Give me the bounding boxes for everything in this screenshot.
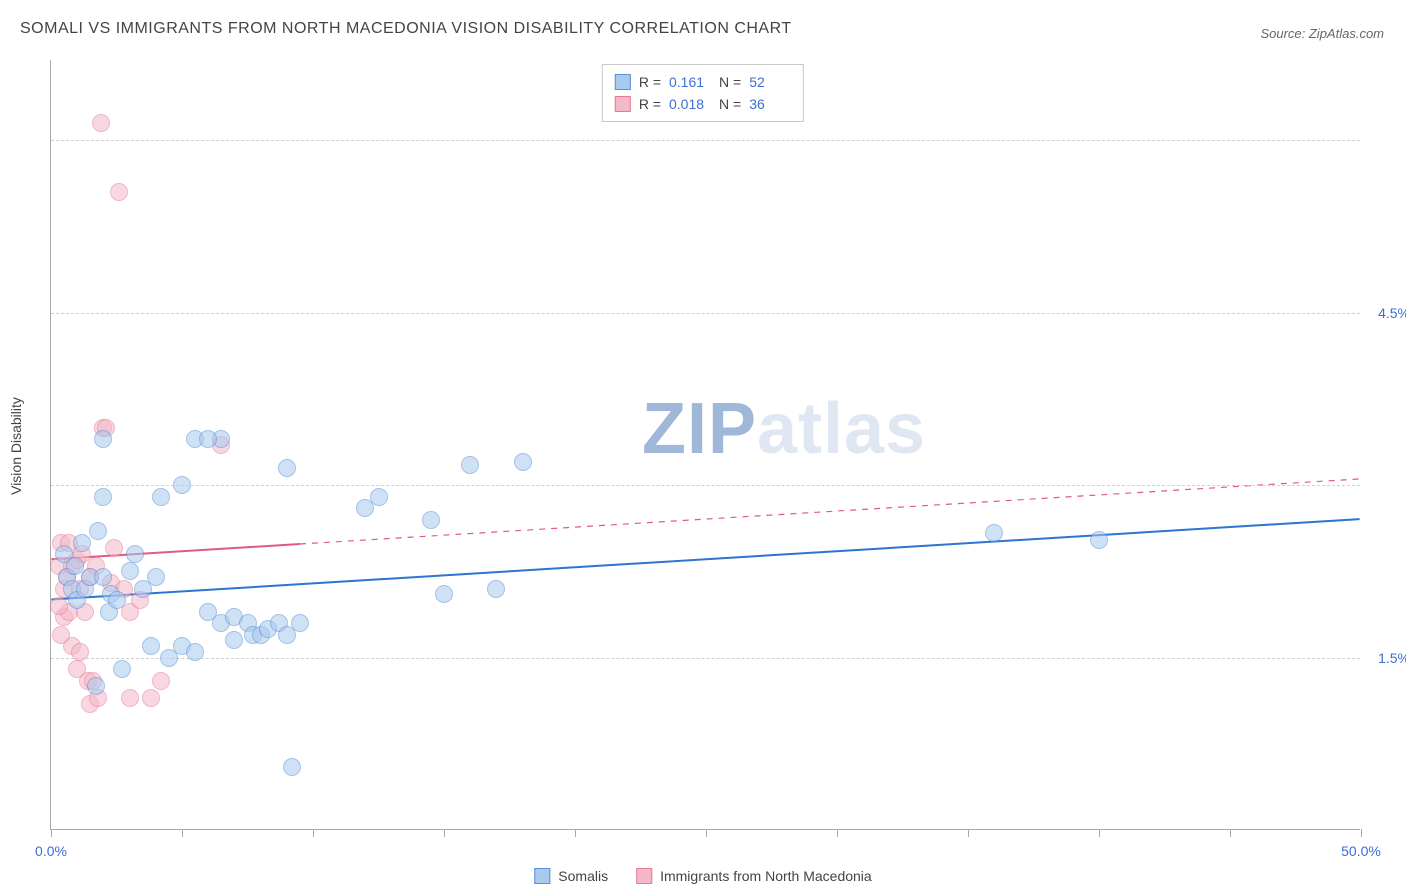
scatter-point	[461, 456, 479, 474]
scatter-point	[94, 430, 112, 448]
y-axis-label: Vision Disability	[8, 397, 24, 495]
xtick	[706, 829, 707, 837]
scatter-point	[94, 568, 112, 586]
xtick	[51, 829, 52, 837]
scatter-point	[186, 643, 204, 661]
scatter-point	[121, 689, 139, 707]
watermark-prefix: ZIP	[642, 389, 757, 469]
scatter-point	[87, 677, 105, 695]
source-label: Source: ZipAtlas.com	[1260, 26, 1384, 41]
scatter-point	[985, 524, 1003, 542]
bottom-legend-item: Somalis	[534, 868, 608, 884]
scatter-point	[370, 488, 388, 506]
scatter-point	[121, 562, 139, 580]
n-value: 52	[749, 71, 791, 93]
scatter-point	[50, 597, 68, 615]
scatter-point	[152, 672, 170, 690]
legend-stats-box: R = 0.161 N = 52 R = 0.018 N = 36	[602, 64, 804, 122]
legend-stat-row: R = 0.018 N = 36	[615, 93, 791, 115]
xtick-label: 0.0%	[35, 843, 67, 859]
scatter-point	[422, 511, 440, 529]
legend-stat-row: R = 0.161 N = 52	[615, 71, 791, 93]
scatter-point	[278, 459, 296, 477]
gridline	[51, 658, 1360, 659]
scatter-point	[225, 631, 243, 649]
n-value: 36	[749, 93, 791, 115]
n-label: N =	[719, 71, 741, 93]
legend-label: Immigrants from North Macedonia	[660, 868, 872, 884]
scatter-point	[435, 585, 453, 603]
scatter-point	[94, 488, 112, 506]
ytick-label: 4.5%	[1366, 305, 1406, 321]
bottom-legend-item: Immigrants from North Macedonia	[636, 868, 872, 884]
r-value: 0.161	[669, 71, 711, 93]
r-label: R =	[639, 93, 661, 115]
scatter-point	[152, 488, 170, 506]
scatter-point	[108, 591, 126, 609]
bottom-legend: Somalis Immigrants from North Macedonia	[534, 868, 871, 884]
scatter-point	[110, 183, 128, 201]
scatter-point	[92, 114, 110, 132]
xtick	[1361, 829, 1362, 837]
scatter-point	[113, 660, 131, 678]
scatter-point	[142, 689, 160, 707]
trend-layer	[51, 60, 1360, 829]
scatter-point	[73, 534, 91, 552]
gridline	[51, 313, 1360, 314]
scatter-point	[89, 522, 107, 540]
scatter-point	[291, 614, 309, 632]
legend-swatch	[615, 74, 631, 90]
legend-swatch	[636, 868, 652, 884]
scatter-point	[105, 539, 123, 557]
watermark-suffix: atlas	[757, 389, 926, 469]
plot-area: ZIPatlas 1.5%4.5%0.0%50.0%	[50, 60, 1360, 830]
scatter-point	[66, 557, 84, 575]
xtick	[313, 829, 314, 837]
legend-swatch	[615, 96, 631, 112]
gridline	[51, 485, 1360, 486]
xtick	[968, 829, 969, 837]
ytick-label: 1.5%	[1366, 650, 1406, 666]
xtick	[575, 829, 576, 837]
legend-swatch	[534, 868, 550, 884]
scatter-point	[126, 545, 144, 563]
scatter-point	[52, 626, 70, 644]
xtick	[1230, 829, 1231, 837]
xtick-label: 50.0%	[1341, 843, 1381, 859]
scatter-point	[1090, 531, 1108, 549]
scatter-point	[283, 758, 301, 776]
xtick	[182, 829, 183, 837]
scatter-point	[142, 637, 160, 655]
scatter-point	[71, 643, 89, 661]
scatter-point	[514, 453, 532, 471]
watermark: ZIPatlas	[642, 388, 926, 470]
xtick	[1099, 829, 1100, 837]
n-label: N =	[719, 93, 741, 115]
gridline	[51, 140, 1360, 141]
scatter-point	[199, 430, 217, 448]
r-value: 0.018	[669, 93, 711, 115]
trend-line	[51, 519, 1359, 599]
r-label: R =	[639, 71, 661, 93]
xtick	[444, 829, 445, 837]
scatter-point	[147, 568, 165, 586]
scatter-point	[173, 476, 191, 494]
xtick	[837, 829, 838, 837]
trend-line-dashed	[300, 479, 1360, 544]
legend-label: Somalis	[558, 868, 608, 884]
chart-title: SOMALI VS IMMIGRANTS FROM NORTH MACEDONI…	[20, 20, 792, 38]
scatter-point	[487, 580, 505, 598]
